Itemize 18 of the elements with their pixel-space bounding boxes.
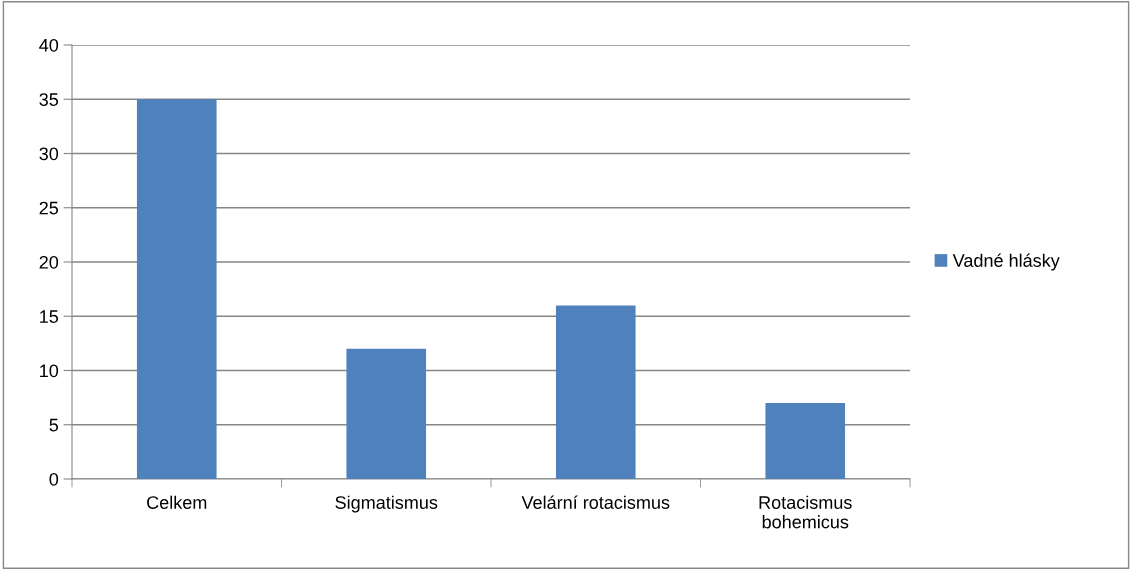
x-tick-label: Rotacismus bohemicus bbox=[759, 495, 852, 529]
x-tick-label: Celkem bbox=[147, 495, 207, 509]
y-tick-label: 15 bbox=[40, 310, 59, 323]
y-tick-label: 5 bbox=[49, 418, 59, 432]
bar bbox=[555, 305, 636, 479]
legend-label: Vadné hlásky bbox=[952, 253, 1060, 271]
y-tick-label: 30 bbox=[39, 147, 59, 161]
y-tick-label: 20 bbox=[39, 255, 59, 269]
x-tick-label: Sigmatismus bbox=[335, 495, 438, 513]
bar bbox=[765, 403, 846, 479]
y-tick-label: 25 bbox=[39, 201, 59, 215]
bar bbox=[346, 348, 427, 479]
y-tick-label: 35 bbox=[39, 93, 59, 106]
y-tick-label: 40 bbox=[39, 38, 59, 52]
bar bbox=[136, 99, 217, 479]
y-tick-label: 10 bbox=[40, 364, 59, 378]
y-tick-label: 0 bbox=[49, 472, 59, 486]
x-tick-label: Velární rotacismus bbox=[521, 495, 670, 509]
